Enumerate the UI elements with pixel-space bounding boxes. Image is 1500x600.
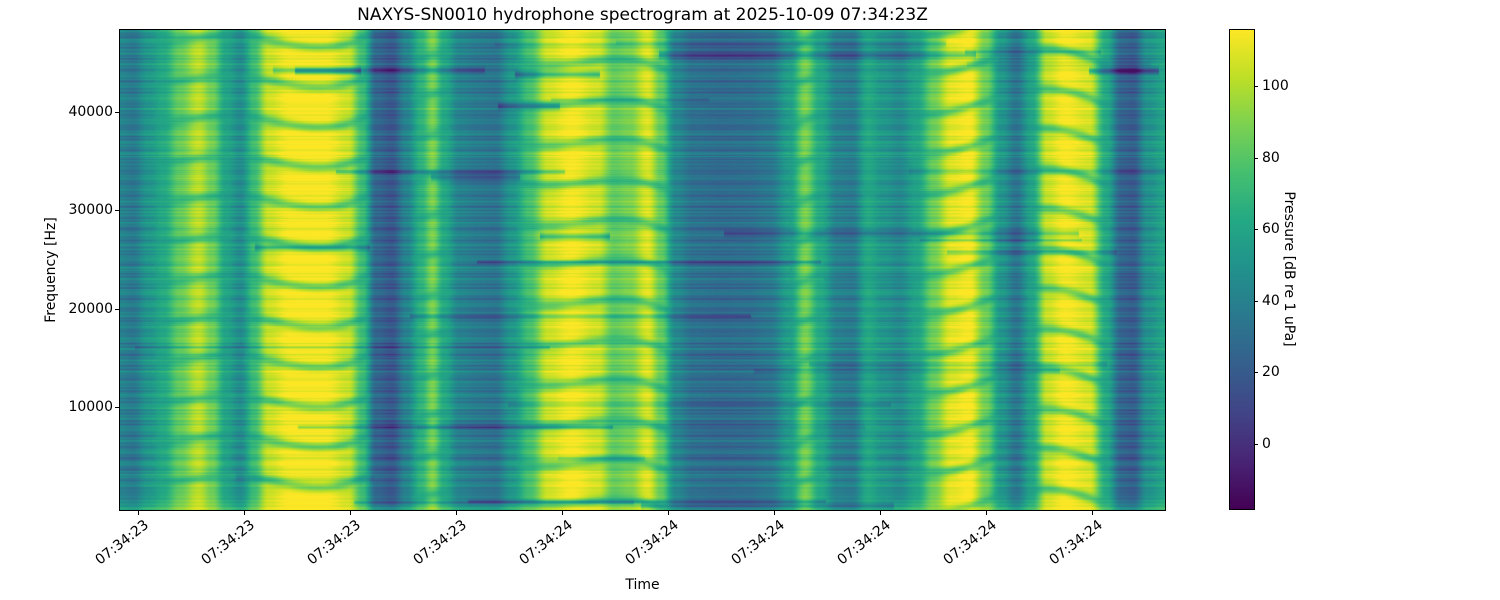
colorbar-tick-label: 60 bbox=[1262, 221, 1280, 238]
y-tick-mark bbox=[115, 210, 119, 212]
x-tick-mark bbox=[774, 511, 776, 515]
x-tick-mark bbox=[668, 511, 670, 515]
spectrogram-image bbox=[120, 30, 1165, 510]
y-axis-label: Frequency [Hz] bbox=[43, 217, 59, 323]
colorbar-tick-label: 40 bbox=[1262, 292, 1280, 309]
x-tick-label: 07:34:23 bbox=[410, 517, 471, 569]
x-tick-label: 07:34:24 bbox=[516, 517, 577, 569]
x-tick-mark bbox=[1092, 511, 1094, 515]
colorbar-tick-label: 0 bbox=[1262, 435, 1271, 452]
x-tick-label: 07:34:23 bbox=[198, 517, 259, 569]
colorbar-tick-mark bbox=[1254, 229, 1258, 231]
y-tick-label: 30000 bbox=[68, 202, 113, 219]
x-tick-mark bbox=[350, 511, 352, 515]
x-tick-mark bbox=[880, 511, 882, 515]
x-tick-label: 07:34:24 bbox=[728, 517, 789, 569]
colorbar-tick-label: 100 bbox=[1262, 78, 1289, 95]
y-tick-label: 40000 bbox=[68, 103, 113, 120]
y-tick-mark bbox=[115, 111, 119, 113]
x-tick-mark bbox=[138, 511, 140, 515]
colorbar-tick-label: 20 bbox=[1262, 364, 1280, 381]
colorbar-tick-mark bbox=[1254, 372, 1258, 374]
colorbar-tick-mark bbox=[1254, 443, 1258, 445]
x-tick-label: 07:34:24 bbox=[1046, 517, 1107, 569]
x-axis-label: Time bbox=[625, 577, 660, 593]
x-tick-label: 07:34:24 bbox=[622, 517, 683, 569]
colorbar-tick-label: 80 bbox=[1262, 149, 1280, 166]
colorbar-tick-mark bbox=[1254, 300, 1258, 302]
x-tick-label: 07:34:24 bbox=[834, 517, 895, 569]
y-tick-mark bbox=[115, 308, 119, 310]
colorbar-tick-mark bbox=[1254, 86, 1258, 88]
x-tick-label: 07:34:24 bbox=[940, 517, 1001, 569]
y-tick-mark bbox=[115, 406, 119, 408]
chart-title: NAXYS-SN0010 hydrophone spectrogram at 2… bbox=[357, 5, 928, 25]
x-tick-mark bbox=[986, 511, 988, 515]
y-tick-label: 10000 bbox=[68, 398, 113, 415]
colorbar-tick-mark bbox=[1254, 157, 1258, 159]
x-tick-mark bbox=[456, 511, 458, 515]
colorbar bbox=[1229, 29, 1255, 510]
x-tick-mark bbox=[562, 511, 564, 515]
plot-frame bbox=[119, 29, 1166, 511]
x-tick-label: 07:34:23 bbox=[92, 517, 153, 569]
x-tick-mark bbox=[244, 511, 246, 515]
colorbar-label: Pressure [dB re 1 uPa] bbox=[1281, 191, 1297, 347]
y-tick-label: 20000 bbox=[68, 300, 113, 317]
x-tick-label: 07:34:23 bbox=[304, 517, 365, 569]
